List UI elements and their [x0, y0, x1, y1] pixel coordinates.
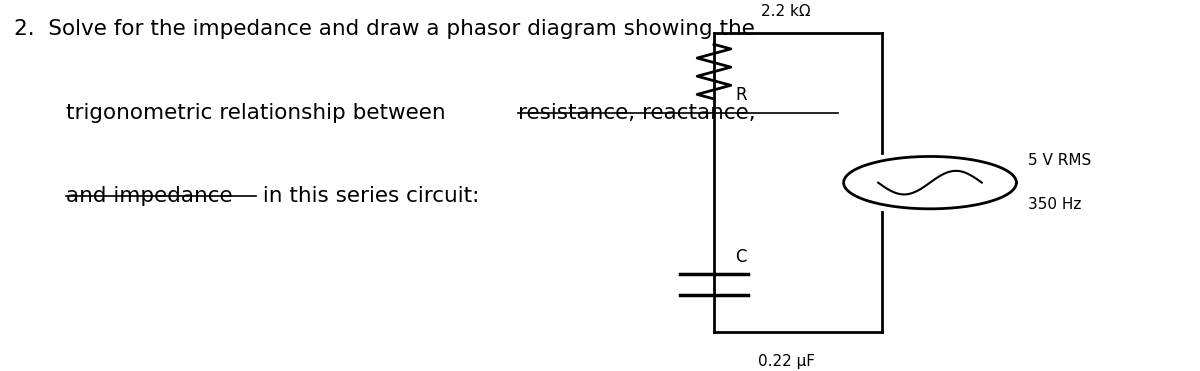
Text: 5 V RMS: 5 V RMS — [1028, 153, 1092, 168]
Text: 350 Hz: 350 Hz — [1028, 197, 1081, 212]
Text: trigonometric relationship between: trigonometric relationship between — [66, 103, 452, 122]
Text: and impedance: and impedance — [66, 186, 233, 206]
Text: in this series circuit:: in this series circuit: — [256, 186, 479, 206]
Text: 0.22 μF: 0.22 μF — [757, 354, 815, 369]
Text: 2.  Solve for the impedance and draw a phasor diagram showing the: 2. Solve for the impedance and draw a ph… — [14, 19, 755, 39]
Text: R: R — [736, 86, 748, 104]
Text: C: C — [736, 248, 748, 266]
Text: 2.2 kΩ: 2.2 kΩ — [761, 4, 811, 19]
Text: resistance, reactance,: resistance, reactance, — [518, 103, 756, 122]
